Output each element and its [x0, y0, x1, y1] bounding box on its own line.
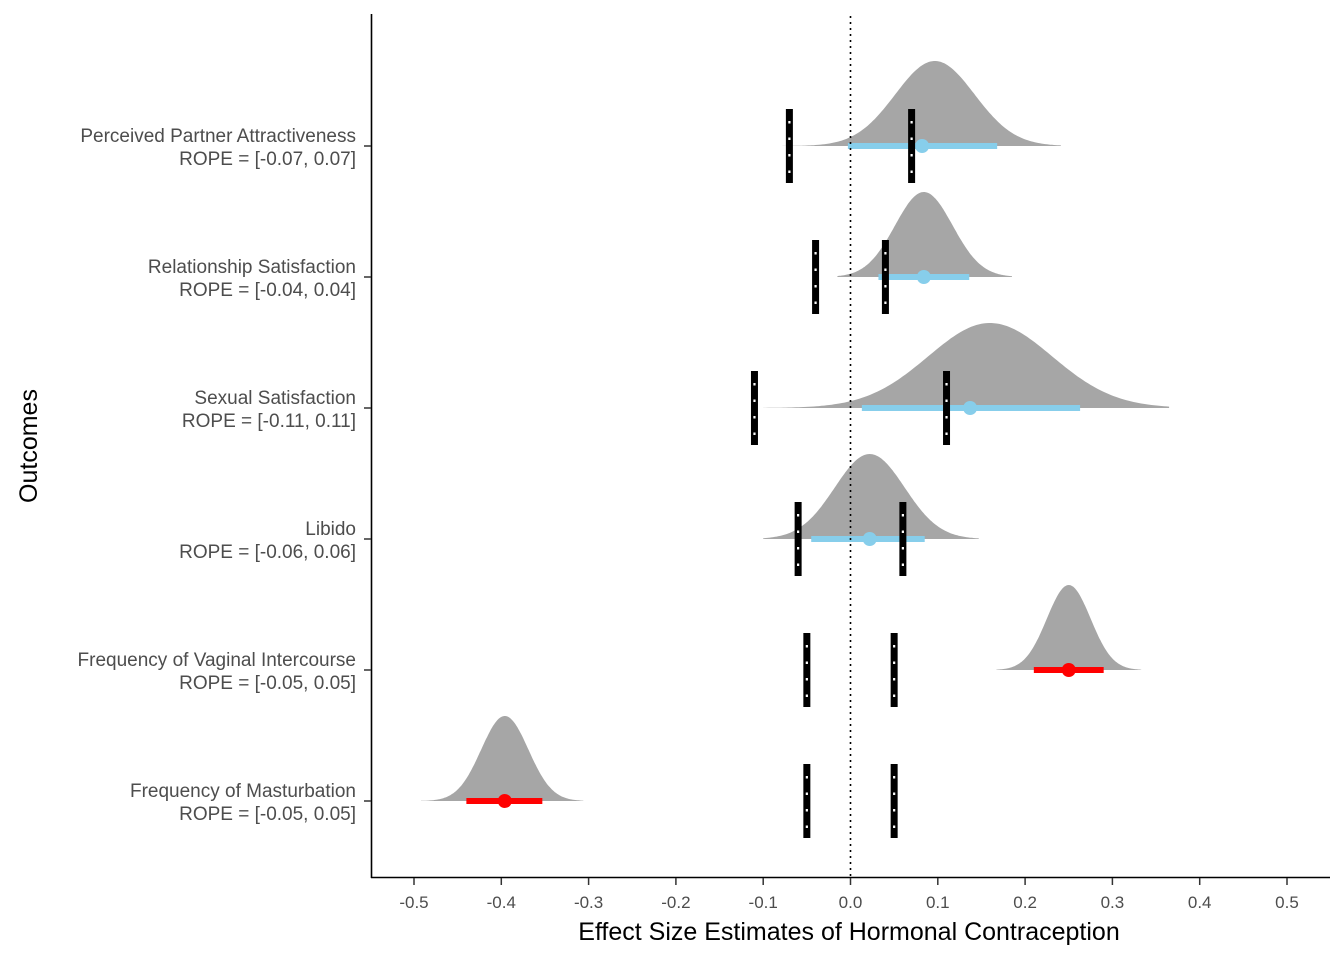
x-tick-label: -0.3 — [574, 893, 603, 912]
outcome-label: Relationship Satisfaction — [148, 257, 356, 278]
density-curve — [421, 716, 584, 801]
x-tick-label: 0.0 — [839, 893, 863, 912]
x-ticks-layer: -0.5 -0.4 -0.3 -0.2 -0.1 0.0 0.1 0.2 0.3 0.4 0.5 — [399, 878, 1299, 912]
outcome-label: Frequency of Masturbation — [130, 781, 356, 802]
x-tick-label: 0.2 — [1013, 893, 1037, 912]
rope-label: ROPE = [-0.11, 0.11] — [182, 411, 356, 432]
outcome-label: Libido — [305, 519, 356, 540]
rope-label: ROPE = [-0.05, 0.05] — [179, 673, 356, 694]
x-tick-label: 0.3 — [1101, 893, 1125, 912]
y-axis-title: Outcomes — [15, 389, 43, 503]
x-tick-label: -0.4 — [487, 893, 516, 912]
x-axis-title: Effect Size Estimates of Hormonal Contra… — [578, 918, 1119, 946]
x-tick-label: 0.4 — [1188, 893, 1212, 912]
density-layer — [421, 61, 1170, 801]
point-estimate — [916, 270, 931, 284]
point-estimate — [1061, 663, 1076, 677]
rope-layer — [750, 109, 951, 838]
x-tick-label: -0.5 — [399, 893, 428, 912]
density-curve — [996, 585, 1142, 670]
density-curve — [782, 61, 1061, 146]
rope-label: ROPE = [-0.07, 0.07] — [179, 149, 356, 170]
density-curve — [763, 323, 1170, 408]
x-tick-label: 0.1 — [926, 893, 950, 912]
rope-label: ROPE = [-0.05, 0.05] — [179, 804, 356, 825]
interval-layer — [466, 139, 1104, 808]
point-estimate — [497, 794, 512, 808]
rope-label: ROPE = [-0.06, 0.06] — [179, 542, 356, 563]
outcome-label: Perceived Partner Attractiveness — [80, 126, 356, 147]
x-tick-label: -0.1 — [749, 893, 778, 912]
rope-label: ROPE = [-0.04, 0.04] — [179, 280, 356, 301]
point-estimate — [862, 532, 877, 546]
x-tick-label: 0.5 — [1275, 893, 1299, 912]
x-tick-label: -0.2 — [661, 893, 690, 912]
point-estimate — [963, 401, 978, 415]
outcome-label: Sexual Satisfaction — [194, 388, 356, 409]
point-estimate — [915, 139, 930, 153]
axes-layer — [370, 14, 1330, 879]
outcome-label: Frequency of Vaginal Intercourse — [78, 650, 356, 671]
density-curve — [763, 454, 979, 539]
density-curve — [837, 192, 1012, 277]
